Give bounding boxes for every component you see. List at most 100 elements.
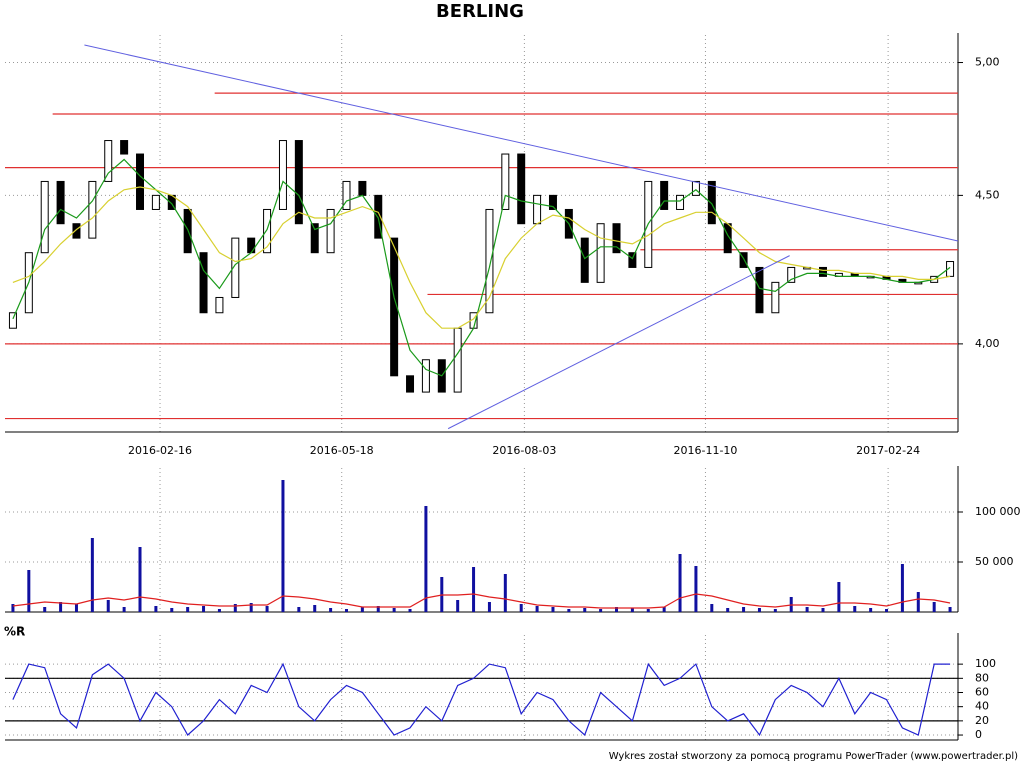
candle xyxy=(485,208,494,314)
volume-bar xyxy=(456,600,460,612)
candle xyxy=(501,153,510,210)
volume-bar xyxy=(27,570,31,612)
volume-bar xyxy=(408,609,412,612)
candle xyxy=(56,180,65,225)
volume-bar xyxy=(202,606,206,612)
x-tick-label: 2016-08-03 xyxy=(492,444,556,457)
volume-bar xyxy=(122,607,126,612)
volume-bar xyxy=(106,600,110,612)
volume-bar xyxy=(487,602,491,612)
volume-bar xyxy=(805,607,809,612)
volume-bar xyxy=(932,602,936,612)
volume-bar xyxy=(757,608,761,612)
volume-bar xyxy=(376,606,380,612)
candle xyxy=(707,180,716,225)
volume-bar xyxy=(694,566,698,612)
trend-line xyxy=(447,255,790,430)
candle xyxy=(374,194,383,239)
volume-bar xyxy=(916,592,920,612)
candle xyxy=(72,223,81,239)
x-tick-label: 2016-11-10 xyxy=(673,444,737,457)
y-tick-label: 100 000 xyxy=(975,505,1021,518)
candle xyxy=(596,223,605,283)
candle xyxy=(247,237,256,254)
volume-bar xyxy=(535,606,539,612)
candle xyxy=(8,312,17,329)
candle xyxy=(199,252,208,314)
volume-bar xyxy=(551,607,555,612)
candle xyxy=(136,153,145,210)
volume-bar xyxy=(297,607,301,612)
volume-bar xyxy=(138,547,142,612)
volume-bar xyxy=(869,608,873,612)
volume-bar xyxy=(74,604,78,612)
footer: Wykres został stworzony za pomocą progra… xyxy=(609,751,1018,762)
y-tick-label: 0 xyxy=(975,728,982,741)
candle xyxy=(453,327,462,393)
x-tick-label: 2016-02-16 xyxy=(128,444,192,457)
y-tick-label: 4,00 xyxy=(975,337,1000,350)
candle xyxy=(294,140,303,225)
y-tick-label: 20 xyxy=(975,714,989,727)
candle xyxy=(326,208,335,254)
volume-bar xyxy=(615,607,619,612)
volume-bar xyxy=(313,605,317,612)
volume-bar xyxy=(472,567,476,612)
candle xyxy=(580,237,589,283)
candle xyxy=(183,208,192,254)
candle xyxy=(771,281,780,314)
volume-bar xyxy=(170,608,174,612)
volume-bar xyxy=(154,606,158,612)
volume-bar xyxy=(217,609,221,612)
y-tick-label: 4,50 xyxy=(975,188,1000,201)
candle xyxy=(40,180,49,254)
candle xyxy=(151,194,160,210)
volume-bar xyxy=(567,609,571,612)
x-tick-label: 2017-02-24 xyxy=(856,444,920,457)
volume-bar xyxy=(742,607,746,612)
volume-bar xyxy=(678,554,682,612)
candle xyxy=(390,237,399,377)
candle xyxy=(676,194,685,210)
volume-bar xyxy=(329,608,333,612)
y-tick-label: 5,00 xyxy=(975,56,1000,69)
y-tick-label: 80 xyxy=(975,671,989,684)
y-tick-label: 100 xyxy=(975,657,996,670)
volume-bar xyxy=(599,609,603,612)
volume-bar xyxy=(11,604,15,612)
volume-bar xyxy=(249,603,253,612)
volume-bar xyxy=(392,608,396,612)
panel-title: %R xyxy=(4,625,25,639)
volume-bar xyxy=(265,606,269,612)
volume-bar xyxy=(853,606,857,612)
candle xyxy=(231,237,240,298)
x-tick-label: 2016-05-18 xyxy=(310,444,374,457)
volume-bar xyxy=(360,607,364,612)
volume-bar xyxy=(424,506,428,612)
volume-bar xyxy=(646,609,650,612)
candle xyxy=(660,180,669,210)
moving-average xyxy=(12,593,951,609)
candle xyxy=(818,266,827,277)
volume-bar xyxy=(186,607,190,612)
candle xyxy=(310,223,319,254)
candle xyxy=(263,208,272,254)
volume-bar xyxy=(43,607,47,612)
volume-bar xyxy=(885,609,889,612)
y-tick-label: 40 xyxy=(975,700,989,713)
candle xyxy=(691,180,700,196)
volume-bar xyxy=(710,604,714,612)
candle xyxy=(533,194,542,225)
candle xyxy=(278,140,287,210)
indicator-line xyxy=(12,662,951,737)
candle xyxy=(406,375,415,393)
volume-bar xyxy=(821,608,825,612)
candle xyxy=(358,180,367,196)
volume-bar xyxy=(726,608,730,612)
candle xyxy=(104,140,113,182)
volume-bar xyxy=(233,604,237,612)
volume-bar xyxy=(59,602,63,612)
candle xyxy=(342,180,351,210)
volume-bar xyxy=(900,564,904,612)
volume-bar xyxy=(90,538,94,612)
